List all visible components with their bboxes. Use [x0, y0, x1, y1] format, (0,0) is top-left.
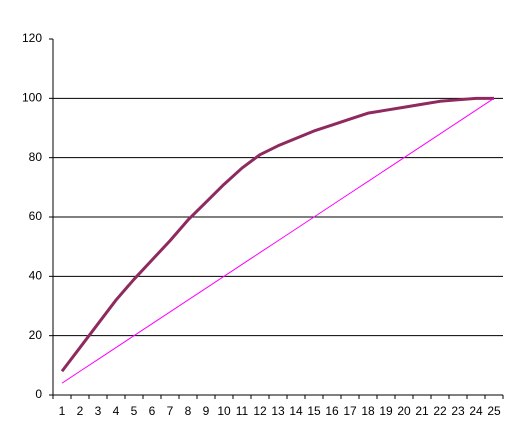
x-tick-label: 20 — [397, 404, 411, 418]
x-tick-label: 5 — [131, 404, 138, 418]
x-tick-label: 13 — [271, 404, 285, 418]
y-tick-label: 120 — [22, 31, 42, 45]
y-tick-label: 40 — [29, 269, 43, 283]
x-tick-label: 14 — [289, 404, 303, 418]
x-tick-label: 21 — [415, 404, 429, 418]
x-tick-label: 12 — [253, 404, 267, 418]
x-tick-label: 2 — [77, 404, 84, 418]
y-tick-label: 0 — [35, 387, 42, 401]
x-tick-label: 9 — [203, 404, 210, 418]
y-tick-label: 80 — [29, 150, 43, 164]
x-tick-label: 18 — [361, 404, 375, 418]
x-tick-label: 23 — [451, 404, 465, 418]
series-line — [61, 97, 495, 384]
x-tick-label: 6 — [149, 404, 156, 418]
x-tick-label: 11 — [236, 404, 249, 418]
x-tick-label: 15 — [307, 404, 321, 418]
x-tick-label: 16 — [325, 404, 339, 418]
series-line — [60, 96, 494, 373]
x-tick-label: 25 — [487, 404, 501, 418]
y-tick-label: 20 — [29, 328, 43, 342]
x-tick-label: 7 — [167, 404, 174, 418]
x-tick-label: 4 — [113, 404, 120, 418]
x-tick-label: 1 — [59, 404, 66, 418]
x-tick-label: 10 — [217, 404, 231, 418]
y-tick-label: 60 — [29, 209, 43, 223]
x-tick-label: 22 — [433, 404, 447, 418]
x-tick-label: 8 — [185, 404, 192, 418]
y-tick-label: 100 — [22, 91, 42, 105]
x-tick-label: 17 — [343, 404, 357, 418]
x-tick-label: 3 — [95, 404, 102, 418]
x-tick-label: 19 — [379, 404, 393, 418]
x-tick-label: 24 — [469, 404, 483, 418]
